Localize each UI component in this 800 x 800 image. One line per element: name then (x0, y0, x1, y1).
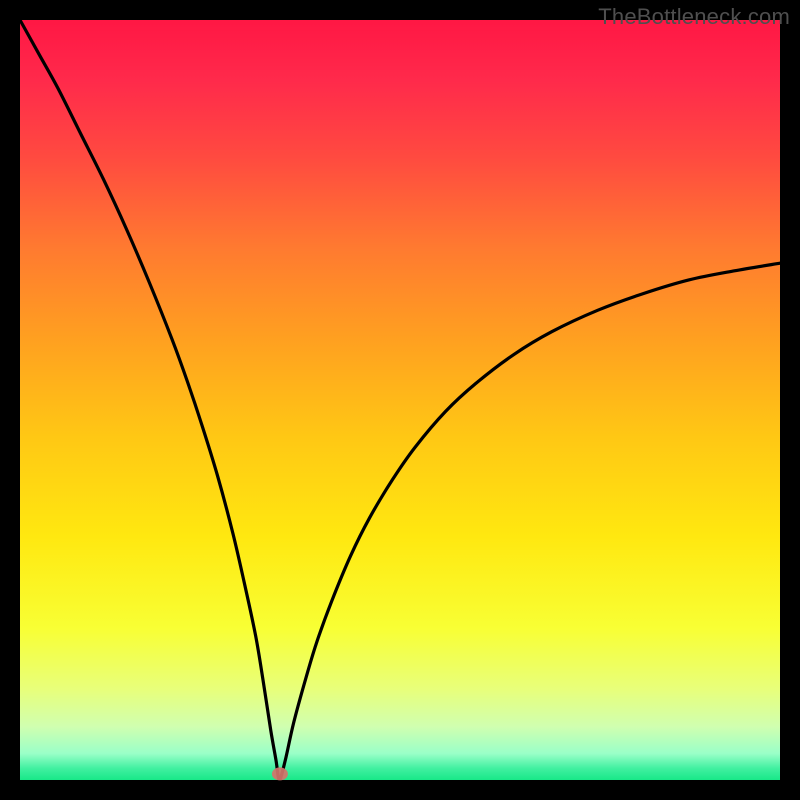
chart-container: TheBottleneck.com (0, 0, 800, 800)
optimum-marker (272, 767, 288, 780)
plot-background (20, 20, 780, 780)
bottleneck-chart (0, 0, 800, 800)
watermark-text: TheBottleneck.com (598, 4, 790, 30)
